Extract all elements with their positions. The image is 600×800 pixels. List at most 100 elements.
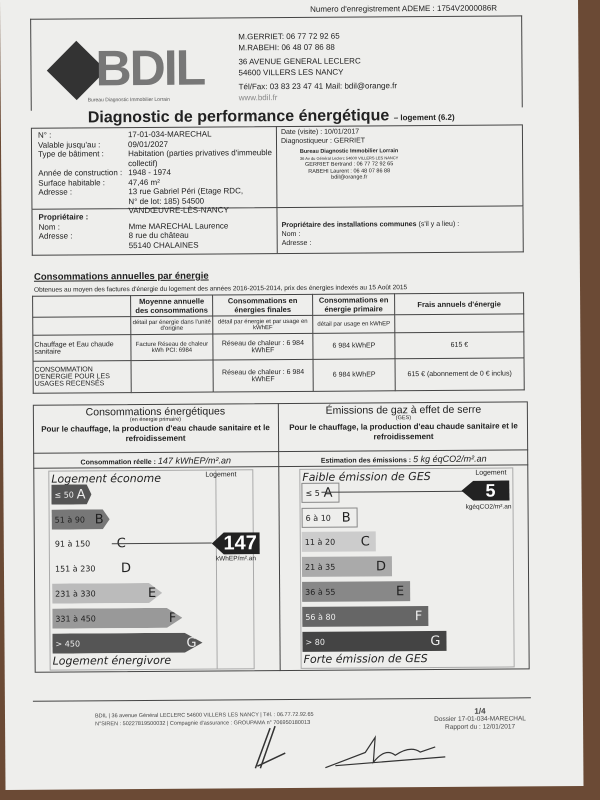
signature-1 [254, 725, 286, 769]
class-range: ≤ 50 [54, 489, 74, 500]
reading-label: Consommation réelle : [80, 458, 156, 467]
owner-label: Adresse : [38, 231, 73, 241]
ges-bottom-label: Forte émission de GES [303, 652, 428, 666]
signatures [254, 725, 446, 769]
energy-class-G: > 450 G [52, 633, 202, 654]
header-cell: Moyenne annuelle des consommations [130, 295, 213, 317]
class-letter: B [94, 511, 104, 527]
title-text: Diagnostic de performance énergétique [87, 107, 390, 127]
reading-value: 5 kg éqCO2/m².an [413, 453, 487, 465]
subheader-cell [394, 313, 524, 333]
stamp-line: bdil@orange.fr [331, 174, 368, 181]
class-letter: G [430, 633, 441, 649]
info-label: Type de bâtiment : [38, 149, 104, 159]
energy-class-A: ≤ 50 A [51, 484, 91, 504]
diagnostician: Diagnostiqueur : GERRIET [280, 137, 366, 146]
class-range: 231 à 330 [55, 588, 96, 599]
table-cell: 6 984 kWhEP [313, 358, 396, 392]
table-cell: 615 € [394, 331, 525, 359]
class-range: 21 à 35 [304, 562, 336, 572]
energy-class-E: 231 à 330 E [52, 583, 162, 604]
footer-rule [32, 697, 531, 702]
ges-reading: Estimation des émissions : 5 kg éqCO2/m²… [279, 453, 528, 465]
class-range: > 450 [55, 638, 81, 649]
subheader-cell: détail par énergie et par usage en kWhEF [212, 315, 313, 335]
class-letter: D [375, 558, 387, 574]
energy-class-F: 331 à 450 F [52, 608, 182, 629]
table-cell: 6 984 kWhEP [312, 332, 396, 360]
subheader-cell: détail par usage en kWhEP [312, 314, 395, 334]
class-range: 91 à 150 [54, 538, 91, 549]
class-range: 11 à 20 [304, 537, 336, 547]
energy-top-label: Logement économe [51, 471, 161, 486]
ges-unit: kgéqCO2/m².an [465, 503, 512, 511]
table-cell: Réseau de chaleur : 6 984 kWhEF [212, 333, 314, 361]
class-letter: B [341, 510, 351, 526]
ges-class-C: 11 à 20 C [301, 531, 376, 552]
ges-class-E: 36 à 55 E [302, 581, 411, 602]
energy-reading: Consommation réelle : 147 kWhEP/m².an [33, 455, 278, 467]
class-range: ≤ 5 [305, 488, 320, 498]
reading-label: Estimation des émissions : [320, 457, 412, 465]
class-letter: A [76, 486, 86, 502]
subheader-cell [32, 316, 131, 336]
city-line: 54600 VILLERS LES NANCY [238, 67, 344, 78]
subheader-cell: détail par énergie dans l'unité d'origin… [130, 316, 213, 335]
table-row: Chauffage et Eau chaude sanitaire Factur… [32, 331, 525, 362]
ges-class-F: 56 à 80 F [302, 606, 429, 627]
common-owner: Propriétaire des installations communes … [282, 220, 460, 248]
logo-subtitle: Bureau Diagnostic Immobilier Lorrain [87, 96, 170, 104]
reading-value: 147 kWhEP/m².an [157, 455, 231, 466]
ges-col-label: Logement [475, 469, 507, 477]
info-value: 17-01-034-MARECHAL [127, 129, 212, 140]
ges-class-G: > 80 G [302, 630, 447, 652]
class-range: 331 à 450 [55, 613, 96, 624]
energy-desc: Pour le chauffage, la production d'eau c… [41, 423, 270, 444]
class-letter: C [360, 533, 370, 549]
class-range: 36 à 55 [305, 587, 336, 597]
owner-info: Propriétaire : Nom : Mme MARECHAL Laurenc… [38, 211, 228, 250]
energy-class-B: 51 à 90 B [52, 509, 110, 529]
common-address: Adresse : [281, 239, 312, 248]
table-cell: 615 € (abonnement de 0 € inclus) [395, 357, 525, 391]
energy-bottom-label: Logement énergivore [52, 653, 172, 668]
common-title: Propriétaire des installations communes [281, 221, 417, 230]
info-value: 1948 - 1974 [128, 167, 171, 178]
row-label: CONSOMMATION D'ENERGIE POUR LES USAGES R… [33, 360, 132, 394]
consumption-table: Moyenne annuelle des consommations Conso… [32, 292, 525, 394]
info-value: 47,46 m² [128, 177, 160, 187]
signature-2 [325, 735, 446, 769]
header-cell: Consommations en énergies finales [212, 294, 313, 317]
header-cell [32, 295, 131, 318]
owner-address: 8 rue du château [128, 230, 189, 241]
ges-class-B: 6 à 10 B [301, 507, 358, 528]
table-row: CONSOMMATION D'ENERGIE POUR LES USAGES R… [33, 357, 525, 394]
table-cell: Facture Réseau de chaleur kWh PCI: 6984 [130, 334, 214, 361]
info-value: 09/01/2027 [127, 139, 169, 149]
class-letter: E [147, 585, 157, 601]
consumption-subtitle: Obtenues au moyen des factures d'énergie… [34, 284, 408, 294]
document-page: Numero d'enregistrement ADEME : 1754V200… [0, 0, 584, 790]
class-range: 51 à 90 [54, 514, 86, 525]
contact-rabehi: M.RABEHI: 06 48 07 86 88 [238, 42, 335, 53]
energy-header: Consommations énergétiques (en énergie p… [33, 405, 278, 445]
tel-mail: Tél/Fax: 03 83 23 47 41 Mail: bdil@orang… [238, 81, 398, 92]
info-value: Habitation (parties privatives d'immeubl… [128, 148, 272, 168]
header-cell: Frais annuels d'énergie [394, 292, 524, 315]
logo-text: BDIL [95, 39, 205, 97]
website-link[interactable]: www.bdil.fr [238, 93, 278, 103]
table-cell [131, 360, 214, 393]
property-info: N° :17-01-034-MARECHAL Valable jusqu'au … [38, 129, 274, 216]
title-suffix: – logement (6.2) [393, 112, 455, 123]
class-letter: E [395, 583, 405, 599]
stamp-line: GERRIET Bertrand : 06 77 72 92 65 [304, 161, 394, 168]
class-range: 56 à 80 [305, 612, 336, 622]
ges-class-A: ≤ 5A [301, 482, 340, 503]
class-range: > 80 [305, 637, 325, 647]
energy-class-D: 151 à 230 D [51, 558, 138, 579]
class-letter: D [120, 560, 132, 576]
class-range: 6 à 10 [305, 513, 331, 523]
diagnostic-info: Date (visite) : 10/01/2017 Diagnostiqueu… [281, 127, 409, 181]
class-letter: F [414, 608, 423, 624]
owner-name: Mme MARECHAL Laurence [128, 220, 229, 231]
